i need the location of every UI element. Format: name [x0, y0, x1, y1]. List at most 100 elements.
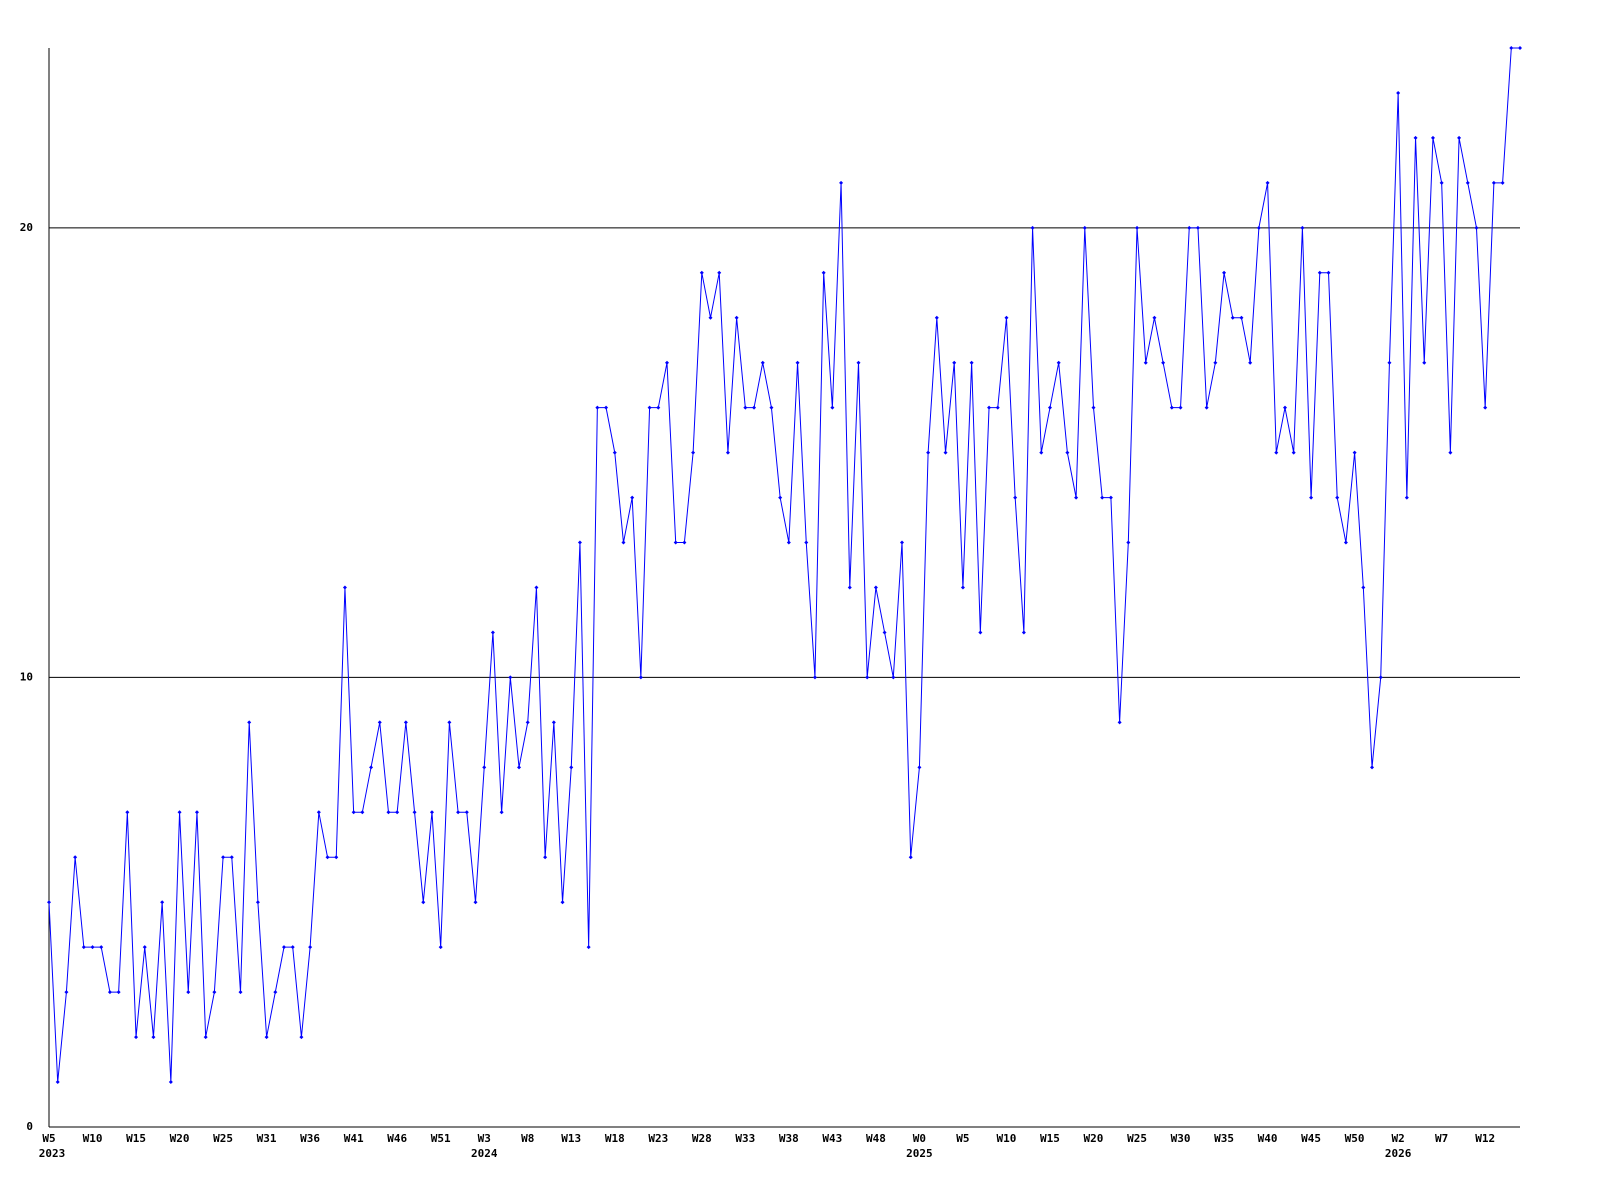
point: [987, 405, 992, 410]
point: [395, 810, 400, 815]
point: [1518, 46, 1522, 50]
point: [1265, 180, 1270, 185]
point: [490, 630, 495, 635]
point: [1117, 720, 1122, 725]
x-tick-label: W0: [913, 1132, 926, 1145]
point: [647, 405, 652, 410]
point: [308, 945, 313, 950]
point: [517, 765, 522, 770]
point: [1143, 360, 1148, 365]
point: [499, 810, 504, 815]
point: [342, 585, 347, 590]
point: [273, 990, 278, 995]
x-tick-label: W15: [126, 1132, 146, 1145]
point: [1387, 360, 1392, 365]
point: [1335, 495, 1340, 500]
point: [673, 540, 678, 545]
x-tick-label: W50: [1345, 1132, 1365, 1145]
point: [560, 900, 565, 905]
point: [247, 720, 252, 725]
point: [1222, 270, 1227, 275]
point: [917, 765, 922, 770]
point: [1187, 225, 1192, 230]
point: [821, 270, 826, 275]
point: [1448, 450, 1453, 455]
x-tick-label: W36: [300, 1132, 320, 1145]
point: [752, 405, 757, 410]
point: [1474, 225, 1479, 230]
point: [282, 945, 287, 950]
point: [1256, 225, 1261, 230]
point: [316, 810, 321, 815]
point: [203, 1035, 208, 1040]
point: [1091, 405, 1096, 410]
point: [1509, 46, 1514, 50]
x-year-label: 2023: [39, 1147, 66, 1160]
point: [464, 810, 469, 815]
x-tick-label: W10: [83, 1132, 103, 1145]
point: [1404, 495, 1409, 500]
point: [168, 1080, 173, 1085]
point: [1317, 270, 1322, 275]
point: [99, 945, 104, 950]
point: [55, 1080, 60, 1085]
x-tick-label: W28: [692, 1132, 712, 1145]
point: [543, 855, 548, 860]
point: [221, 855, 226, 860]
point: [795, 360, 800, 365]
point: [1378, 675, 1383, 680]
point: [1074, 495, 1079, 500]
point: [743, 405, 748, 410]
point: [778, 495, 783, 500]
point: [1126, 540, 1131, 545]
point: [1422, 360, 1427, 365]
point: [604, 405, 609, 410]
point: [682, 540, 687, 545]
x-tick-label: W30: [1171, 1132, 1191, 1145]
x-year-label: 2025: [906, 1147, 933, 1160]
point: [638, 675, 643, 680]
point: [90, 945, 95, 950]
point: [1030, 225, 1035, 230]
x-tick-label: W13: [561, 1132, 581, 1145]
y-tick-label: 20: [20, 221, 33, 234]
point: [1309, 495, 1314, 500]
point: [1047, 405, 1052, 410]
x-tick-label: W43: [822, 1132, 842, 1145]
y-tick-label: 10: [20, 670, 33, 683]
x-tick-label: W40: [1258, 1132, 1278, 1145]
point: [125, 810, 130, 815]
point: [482, 765, 487, 770]
point: [691, 450, 696, 455]
x-tick-label: W25: [1127, 1132, 1147, 1145]
point: [360, 810, 365, 815]
point: [1013, 495, 1018, 500]
point: [1300, 225, 1305, 230]
point: [1108, 495, 1113, 500]
point: [856, 360, 861, 365]
point: [569, 765, 574, 770]
x-tick-label: W48: [866, 1132, 886, 1145]
point: [1004, 315, 1009, 320]
point: [621, 540, 626, 545]
point: [699, 270, 704, 275]
point: [882, 630, 887, 635]
point: [255, 900, 260, 905]
point: [804, 540, 809, 545]
point: [595, 405, 600, 410]
point: [969, 360, 974, 365]
point: [290, 945, 295, 950]
point: [1169, 405, 1174, 410]
point: [299, 1035, 304, 1040]
point: [508, 675, 513, 680]
point: [1161, 360, 1166, 365]
point: [586, 945, 591, 950]
point: [1430, 135, 1435, 140]
x-tick-label: W3: [478, 1132, 491, 1145]
point: [900, 540, 905, 545]
point: [447, 720, 452, 725]
point: [429, 810, 434, 815]
point: [717, 270, 722, 275]
point: [64, 990, 69, 995]
